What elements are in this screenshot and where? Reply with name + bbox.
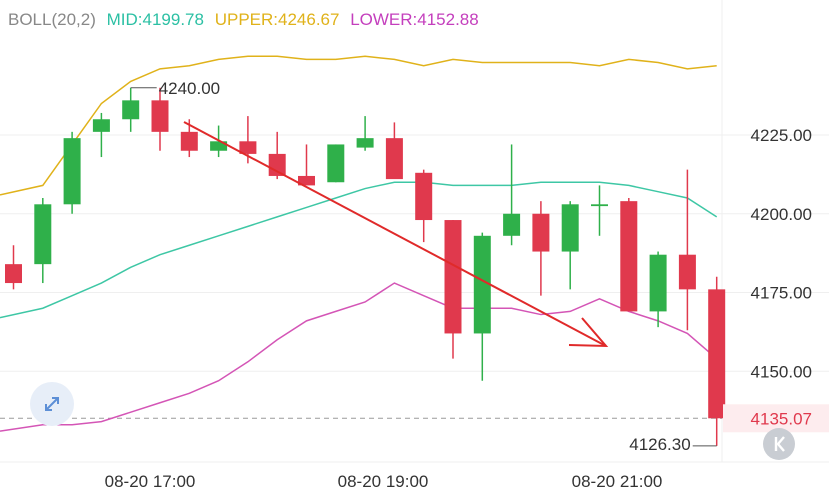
trend-arrow-head [568, 317, 609, 348]
candle-body [298, 175, 315, 186]
x-tick-label: 08-20 21:00 [572, 472, 663, 491]
scroll-to-latest-button[interactable] [763, 428, 795, 460]
candle-body [327, 144, 345, 183]
axis-labels: 4225.00 4200.00 4175.00 4150.00 08-20 17:00 0… [105, 79, 829, 491]
candle-body [92, 119, 110, 132]
max-price-label: 4240.00 [159, 79, 220, 98]
chevron-left-icon [774, 436, 785, 452]
bollinger-bands [0, 55, 718, 432]
candle-body [473, 235, 491, 334]
candle-body [503, 213, 521, 236]
candle-body [444, 220, 462, 334]
candle-body [210, 141, 228, 151]
indicator-header: BOLL(20,2) MID:4199.78 UPPER:4246.67 LOW… [8, 10, 485, 30]
last-price-label: 4135.07 [751, 409, 812, 428]
candle-body [385, 138, 403, 180]
trend-arrow-line [183, 121, 605, 346]
candle-body [34, 204, 52, 265]
mid-value: MID:4199.78 [106, 10, 204, 29]
candle-body [591, 204, 608, 207]
candles [5, 87, 726, 446]
lower-value: LOWER:4152.88 [350, 10, 479, 29]
candle-body [708, 289, 726, 419]
candle-body [561, 204, 579, 252]
candle-body [5, 264, 22, 284]
candle-body [649, 254, 667, 312]
candle-body [415, 172, 433, 221]
candle-body [180, 131, 198, 151]
min-price-label: 4126.30 [629, 435, 690, 454]
candle-body [620, 201, 638, 312]
candle-body [356, 138, 374, 148]
expand-button[interactable] [30, 382, 74, 426]
candle-body [122, 100, 140, 120]
candle-body [151, 100, 169, 132]
upper-band-line [0, 55, 717, 196]
upper-value: UPPER:4246.67 [214, 10, 340, 29]
expand-arrows-icon [45, 397, 59, 411]
candle-body [268, 153, 286, 176]
y-tick-label: 4150.00 [751, 362, 812, 381]
mid-band-line [0, 181, 718, 319]
y-tick-label: 4200.00 [751, 205, 812, 224]
trend-arrow [183, 121, 609, 348]
candle-body [239, 141, 257, 154]
candle-body [63, 138, 81, 205]
y-tick-label: 4175.00 [751, 284, 812, 303]
y-tick-label: 4225.00 [751, 126, 812, 145]
x-tick-label: 08-20 17:00 [105, 472, 196, 491]
candle-body [678, 254, 696, 290]
lower-band-line [0, 282, 718, 432]
x-tick-label: 08-20 19:00 [338, 472, 429, 491]
indicator-name: BOLL(20,2) [8, 10, 96, 29]
grid [0, 0, 829, 463]
candle-body [532, 213, 550, 252]
last-price-badge [723, 404, 829, 433]
